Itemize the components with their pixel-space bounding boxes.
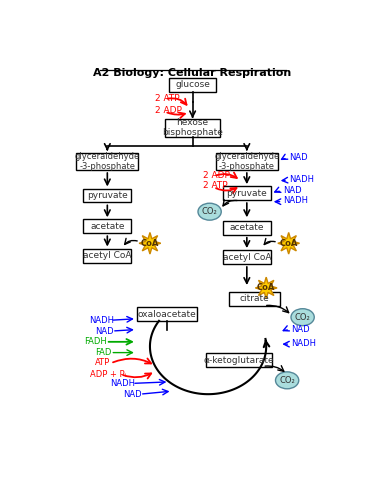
FancyBboxPatch shape — [76, 153, 138, 170]
Text: CoA: CoA — [257, 284, 275, 292]
Text: CoA: CoA — [279, 239, 298, 248]
Ellipse shape — [276, 372, 299, 389]
FancyBboxPatch shape — [137, 307, 197, 321]
Text: pyruvate: pyruvate — [87, 191, 128, 200]
Text: acetyl CoA: acetyl CoA — [223, 252, 271, 262]
Text: NADH: NADH — [289, 175, 314, 184]
Polygon shape — [255, 277, 277, 298]
FancyBboxPatch shape — [83, 220, 131, 233]
Text: α-ketoglutarate: α-ketoglutarate — [204, 356, 274, 365]
Text: acetate: acetate — [230, 224, 264, 232]
Ellipse shape — [198, 203, 221, 220]
Text: 2 ADP: 2 ADP — [203, 171, 230, 180]
Text: CoA: CoA — [141, 239, 159, 248]
Text: FADH: FADH — [84, 338, 107, 346]
Text: acetate: acetate — [90, 222, 124, 231]
FancyBboxPatch shape — [223, 221, 271, 235]
Text: NAD: NAD — [289, 154, 307, 162]
Text: glyceraldehyde
-3-phosphate: glyceraldehyde -3-phosphate — [75, 152, 140, 172]
Text: NADH: NADH — [90, 316, 114, 325]
Text: ADP + Pᵢ: ADP + Pᵢ — [90, 370, 126, 378]
FancyBboxPatch shape — [83, 248, 131, 262]
FancyBboxPatch shape — [223, 186, 271, 200]
Text: CO₂: CO₂ — [202, 207, 217, 216]
FancyBboxPatch shape — [216, 153, 278, 170]
Text: NADH: NADH — [283, 196, 308, 205]
Text: 2 ATP: 2 ATP — [155, 94, 180, 103]
Text: CO₂: CO₂ — [295, 312, 310, 322]
FancyBboxPatch shape — [230, 292, 280, 306]
Text: citrate: citrate — [240, 294, 270, 303]
Text: A2 Biology: Cellular Respiration: A2 Biology: Cellular Respiration — [93, 68, 292, 78]
Text: ATP: ATP — [95, 358, 110, 367]
Polygon shape — [278, 232, 300, 254]
Text: NAD: NAD — [291, 325, 310, 334]
Text: acetyl CoA: acetyl CoA — [83, 251, 132, 260]
FancyBboxPatch shape — [83, 188, 131, 202]
Text: NADH: NADH — [110, 379, 135, 388]
Text: pyruvate: pyruvate — [226, 188, 267, 198]
FancyBboxPatch shape — [170, 78, 216, 92]
Text: FAD: FAD — [95, 348, 111, 357]
FancyBboxPatch shape — [206, 354, 272, 367]
Text: hexose
bisphosphate: hexose bisphosphate — [162, 118, 223, 138]
Text: NAD: NAD — [283, 186, 302, 196]
FancyBboxPatch shape — [223, 250, 271, 264]
Text: 2 ADP: 2 ADP — [155, 106, 182, 114]
Text: glyceraldehyde
-3-phosphate: glyceraldehyde -3-phosphate — [214, 152, 279, 172]
Polygon shape — [139, 232, 161, 254]
Ellipse shape — [291, 308, 314, 326]
Text: NAD: NAD — [123, 390, 141, 398]
Text: glucose: glucose — [175, 80, 210, 89]
FancyBboxPatch shape — [165, 118, 220, 137]
Text: NADH: NADH — [291, 339, 316, 348]
Text: 2 ATP: 2 ATP — [203, 181, 228, 190]
Text: CO₂: CO₂ — [279, 376, 295, 385]
Text: NAD: NAD — [95, 326, 114, 336]
Text: oxaloacetate: oxaloacetate — [138, 310, 196, 318]
